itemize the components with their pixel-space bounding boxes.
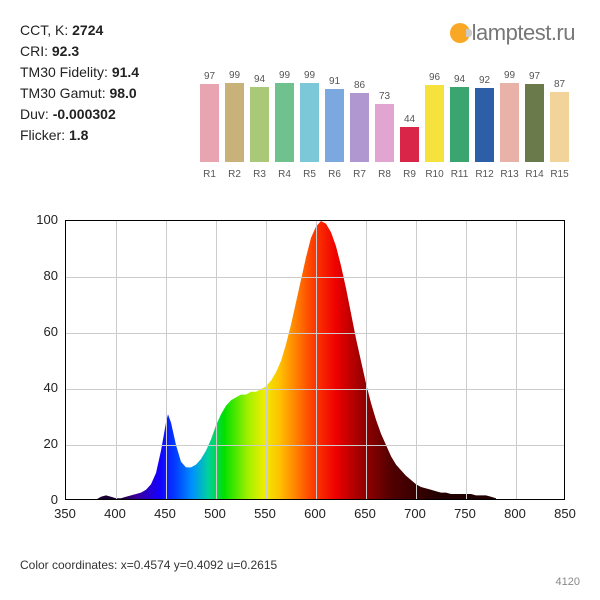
cri-value: 99 (275, 70, 294, 81)
cri-bar (200, 84, 219, 162)
cri-label: R1 (197, 169, 222, 180)
cri-label: R13 (497, 169, 522, 180)
cri-value: 73 (375, 91, 394, 102)
cri-label: R10 (422, 169, 447, 180)
cri-label: R11 (447, 169, 472, 180)
cri-bar (475, 88, 494, 162)
cri-label: R15 (547, 169, 572, 180)
y-tick-label: 20 (20, 436, 58, 451)
cri-label: R3 (247, 169, 272, 180)
cri-value: 99 (225, 70, 244, 81)
spectrum-area (96, 221, 496, 500)
cri-bar (325, 89, 344, 162)
cri-bar (375, 104, 394, 162)
cri-value: 94 (450, 74, 469, 85)
y-tick-label: 100 (20, 212, 58, 227)
x-tick-label: 800 (495, 506, 535, 521)
cri-bar (450, 87, 469, 162)
cri-label: R8 (372, 169, 397, 180)
x-tick-label: 850 (545, 506, 585, 521)
cri-bar-chart: 97 R1 99 R2 94 R3 99 R4 99 R5 91 R6 86 R7 73 R8 44 R9 96 R1… (200, 60, 580, 180)
metric-row: CCT, K: 2724 (20, 20, 200, 41)
y-tick-label: 0 (20, 492, 58, 507)
cri-label: R12 (472, 169, 497, 180)
cri-bar (300, 83, 319, 162)
cri-label: R14 (522, 169, 547, 180)
cri-bar (350, 93, 369, 162)
cri-value: 87 (550, 79, 569, 90)
y-tick-label: 40 (20, 380, 58, 395)
bulb-icon (450, 23, 470, 43)
cri-value: 99 (500, 70, 519, 81)
cri-value: 91 (325, 76, 344, 87)
x-tick-label: 550 (245, 506, 285, 521)
logo: lamptest.ru (450, 20, 575, 46)
footer-coordinates: Color coordinates: x=0.4574 y=0.4092 u=0… (20, 558, 277, 572)
spectrum-chart: 0 20 40 60 80 100 350 400 450 500 550 600 650 700 750 8… (20, 210, 580, 540)
cri-label: R6 (322, 169, 347, 180)
metric-row: TM30 Gamut: 98.0 (20, 83, 200, 104)
metrics-block: CCT, K: 2724CRI: 92.3TM30 Fidelity: 91.4… (20, 20, 200, 146)
cri-bar (400, 127, 419, 162)
cri-value: 94 (250, 74, 269, 85)
cri-label: R7 (347, 169, 372, 180)
logo-text: lamptest.ru (472, 20, 575, 45)
cri-bar (425, 85, 444, 162)
cri-value: 97 (525, 71, 544, 82)
cri-label: R5 (297, 169, 322, 180)
cri-bar (250, 87, 269, 162)
cri-value: 92 (475, 75, 494, 86)
cri-value: 86 (350, 80, 369, 91)
sample-id: 4120 (556, 576, 580, 588)
x-tick-label: 350 (45, 506, 85, 521)
y-tick-label: 80 (20, 268, 58, 283)
cri-label: R2 (222, 169, 247, 180)
y-tick-label: 60 (20, 324, 58, 339)
cri-value: 96 (425, 72, 444, 83)
cri-bar (525, 84, 544, 162)
metric-row: Flicker: 1.8 (20, 125, 200, 146)
x-tick-label: 700 (395, 506, 435, 521)
cri-bar (500, 83, 519, 162)
x-tick-label: 400 (95, 506, 135, 521)
x-tick-label: 600 (295, 506, 335, 521)
metric-row: Duv: -0.000302 (20, 104, 200, 125)
spectrum-plot (65, 220, 565, 500)
x-tick-label: 750 (445, 506, 485, 521)
metric-row: TM30 Fidelity: 91.4 (20, 62, 200, 83)
cri-label: R4 (272, 169, 297, 180)
x-tick-label: 500 (195, 506, 235, 521)
cri-bar (275, 83, 294, 162)
cri-bar (225, 83, 244, 162)
cri-bar (550, 92, 569, 162)
cri-label: R9 (397, 169, 422, 180)
x-tick-label: 650 (345, 506, 385, 521)
cri-value: 99 (300, 70, 319, 81)
cri-value: 44 (400, 114, 419, 125)
x-tick-label: 450 (145, 506, 185, 521)
cri-value: 97 (200, 71, 219, 82)
metric-row: CRI: 92.3 (20, 41, 200, 62)
